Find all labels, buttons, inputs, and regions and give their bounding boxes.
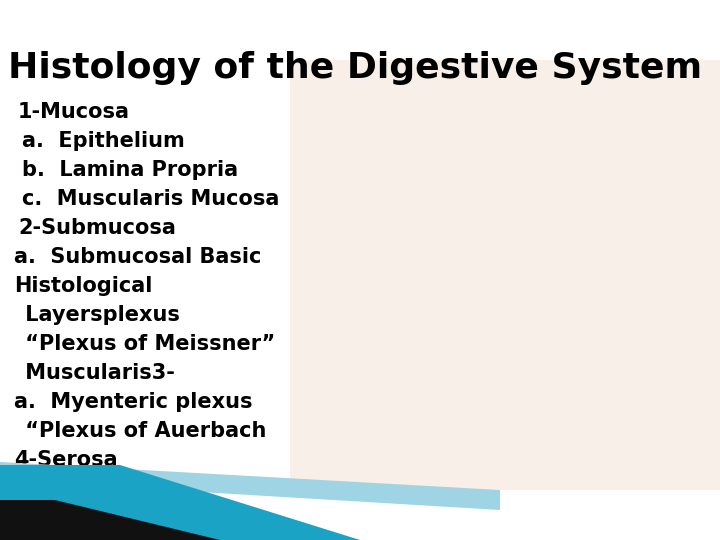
Text: “Plexus of Auerbach: “Plexus of Auerbach xyxy=(18,421,266,441)
Polygon shape xyxy=(0,500,220,540)
Polygon shape xyxy=(0,462,500,510)
Text: Histology of the Digestive System: Histology of the Digestive System xyxy=(8,51,702,85)
Text: c.  Muscularis Mucosa: c. Muscularis Mucosa xyxy=(22,189,279,209)
Polygon shape xyxy=(0,465,360,540)
Bar xyxy=(290,60,720,490)
Text: Layersplexus: Layersplexus xyxy=(18,305,180,325)
Text: “Plexus of Meissner”: “Plexus of Meissner” xyxy=(18,334,275,354)
Text: b.  Lamina Propria: b. Lamina Propria xyxy=(22,160,238,180)
Text: Histological: Histological xyxy=(14,276,153,296)
Text: a.  Epithelium: a. Epithelium xyxy=(22,131,185,151)
Text: 4-Serosa: 4-Serosa xyxy=(14,450,117,470)
Text: 1-Mucosa: 1-Mucosa xyxy=(18,102,130,122)
Text: Muscularis3-: Muscularis3- xyxy=(18,363,175,383)
Text: 2-Submucosa: 2-Submucosa xyxy=(18,218,176,238)
Text: a.  Submucosal Basic: a. Submucosal Basic xyxy=(14,247,261,267)
Text: a.  Myenteric plexus: a. Myenteric plexus xyxy=(14,392,253,412)
